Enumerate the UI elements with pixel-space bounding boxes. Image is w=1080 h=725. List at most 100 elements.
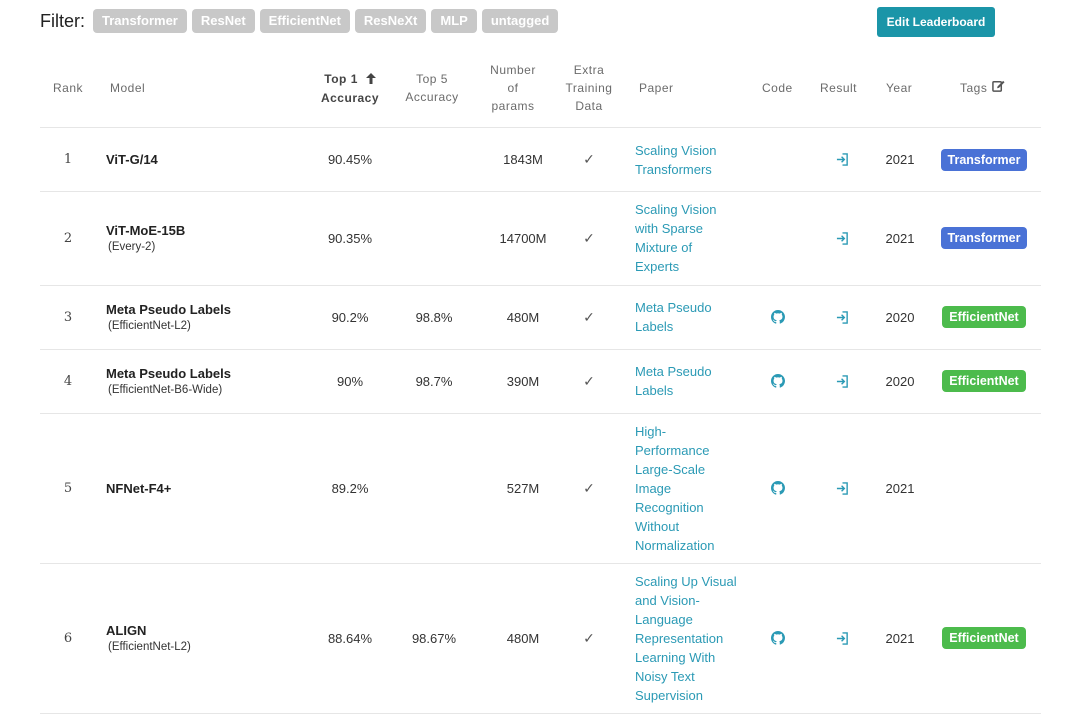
model-cell[interactable]: Meta Pseudo Labels (EfficientNet-B6-Wide) [106,349,346,413]
column-header-extra-data[interactable]: Extra Training Data [558,61,620,115]
model-variant: (Every-2) [108,241,156,253]
filter-chip-transformer[interactable]: Transformer [93,9,187,33]
filter-chip-efficientnet[interactable]: EfficientNet [259,9,350,33]
model-name[interactable]: ViT-G/14 [106,152,158,167]
column-header-year[interactable]: Year [886,81,913,95]
year-cell: 2020 [885,373,915,389]
view-result-icon[interactable] [836,374,849,388]
paper-title-line[interactable]: Meta Pseudo [635,300,712,315]
paper-title-line[interactable]: Language [635,611,693,627]
model-cell[interactable]: ALIGN (EfficientNet-L2) [106,563,346,713]
column-header-top1-line1: Top 1 [324,72,358,86]
paper-title-line[interactable]: Mixture of [635,240,693,255]
tag-badge-efficientnet[interactable]: EfficientNet [942,627,1026,649]
paper-title-line[interactable]: Scaling Vision [635,142,717,158]
column-header-rank[interactable]: Rank [53,81,84,95]
paper-link[interactable]: Scaling Vision Transformers [635,128,753,191]
view-result-icon[interactable] [836,481,849,495]
tag-cell: Transformer [936,191,1032,285]
github-icon[interactable] [771,631,785,645]
table-row: 6 ALIGN (EfficientNet-L2) 88.64% 98.67% 480M ✓… [40,563,1041,714]
paper-title-line[interactable]: Normalization [635,537,715,553]
column-header-result[interactable]: Result [820,81,858,95]
model-name[interactable]: ALIGN [106,623,147,638]
paper-title-line[interactable]: Labels [635,319,674,334]
tag-badge-efficientnet[interactable]: EfficientNet [942,306,1026,328]
tag-badge-efficientnet[interactable]: EfficientNet [942,370,1026,392]
top5-accuracy-cell [394,191,474,285]
paper-title-line[interactable]: Noisy Text [635,668,695,684]
github-icon[interactable] [771,310,785,324]
view-result-icon[interactable] [836,310,849,324]
paper-title-line[interactable]: Representation [635,630,724,646]
rank-cell: 2 [63,230,73,246]
paper-title-line[interactable]: Image [635,480,672,496]
paper-link[interactable]: Meta Pseudo Labels [635,285,753,349]
column-header-paper[interactable]: Paper [639,81,674,95]
paper-title-line[interactable]: Without [635,518,680,534]
model-name[interactable]: NFNet-F4+ [106,480,172,496]
model-cell[interactable]: ViT-MoE-15B (Every-2) [106,191,346,285]
filter-chip-resnet[interactable]: ResNet [191,9,255,33]
paper-title-line[interactable]: Meta Pseudo [635,364,712,379]
paper-link[interactable]: Scaling Up Visual and Vision- Language Repr… [635,563,753,713]
filter-chip-untagged[interactable]: untagged [481,9,559,33]
github-icon[interactable] [771,481,785,495]
column-header-top5[interactable]: Top 5 Accuracy [401,70,463,106]
view-result-icon[interactable] [836,231,849,245]
model-cell[interactable]: ViT-G/14 [106,128,346,191]
tag-cell: EfficientNet [936,285,1032,349]
rank-cell: 1 [63,152,73,167]
column-header-tags[interactable]: Tags [960,79,1005,97]
column-header-top1[interactable]: Top 1 Accuracy [316,70,384,107]
edit-leaderboard-button[interactable]: Edit Leaderboard [877,7,995,37]
paper-title-line[interactable]: with Sparse [635,221,703,236]
table-row: 4 Meta Pseudo Labels (EfficientNet-B6-Wide… [40,349,1041,414]
view-result-icon[interactable] [836,631,849,645]
top1-accuracy-cell: 90% [336,373,364,389]
top5-accuracy-cell: 98.7% [415,373,453,389]
model-cell[interactable]: Meta Pseudo Labels (EfficientNet-L2) [106,285,346,349]
github-icon[interactable] [771,374,785,388]
extra-training-data-check: ✓ [583,372,595,389]
view-result-icon[interactable] [836,153,849,166]
paper-link[interactable]: High- Performance Large-Scale Image Recognit… [635,413,753,563]
column-header-code[interactable]: Code [762,81,793,95]
paper-title-line[interactable]: Transformers [635,161,712,177]
paper-title-line[interactable]: Supervision [635,687,703,703]
paper-title-line[interactable]: and Vision- [635,592,700,608]
tag-badge-transformer[interactable]: Transformer [940,148,1028,171]
filter-chip-mlp[interactable]: MLP [431,9,477,33]
column-header-params[interactable]: Number of params [482,61,544,115]
edit-tags-icon[interactable] [992,79,1005,97]
model-variant: (EfficientNet-L2) [108,320,191,332]
column-header-model[interactable]: Model [110,81,146,95]
result-cell [829,413,855,563]
model-name[interactable]: Meta Pseudo Labels [106,366,231,381]
paper-title-line[interactable]: Scaling Up Visual [635,573,737,589]
paper-link[interactable]: Meta Pseudo Labels [635,349,753,413]
paper-title-line[interactable]: Experts [635,259,680,274]
paper-title-line[interactable]: Learning With [635,649,716,665]
paper-title-line[interactable]: Recognition [635,499,704,515]
tag-badge-transformer[interactable]: Transformer [940,227,1028,249]
model-name[interactable]: ViT-MoE-15B [106,223,186,238]
filter-chip-resnext[interactable]: ResNeXt [354,9,427,33]
paper-title-line[interactable]: High- [635,423,667,439]
code-cell [765,191,791,285]
filter-label: Filter: [40,10,85,31]
column-header-extra-line1: Extra [573,63,605,77]
paper-title-line[interactable]: Scaling Vision [635,202,717,217]
tag-cell: EfficientNet [936,349,1032,413]
model-name[interactable]: Meta Pseudo Labels [106,302,231,317]
paper-link[interactable]: Scaling Vision with Sparse Mixture of Exper… [635,191,753,285]
model-cell[interactable]: NFNet-F4+ [106,413,346,563]
paper-title-line[interactable]: Large-Scale [635,461,706,477]
paper-title-line[interactable]: Labels [635,383,674,398]
column-header-params-line1: Number [490,63,536,77]
sort-ascending-icon[interactable] [365,71,376,89]
extra-training-data-check: ✓ [583,308,595,325]
result-cell [829,128,855,191]
paper-title-line[interactable]: Performance [635,442,710,458]
